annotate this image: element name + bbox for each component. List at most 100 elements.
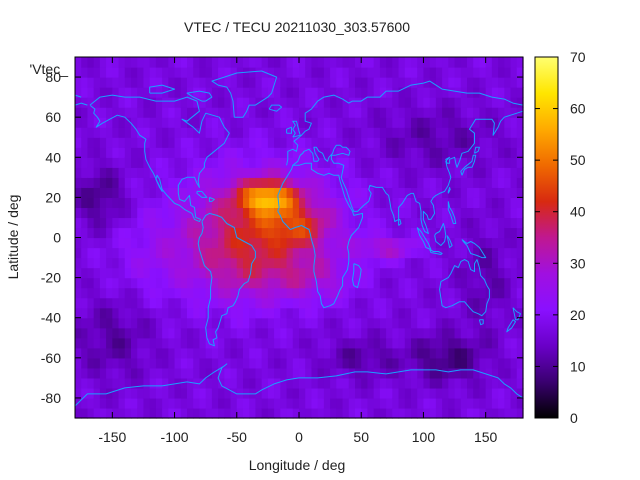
heatmap-cell (429, 267, 437, 279)
heatmap-cell (498, 147, 505, 158)
heatmap-cell (448, 347, 456, 359)
heatmap-cell (137, 167, 145, 178)
heatmap-cell (187, 177, 194, 188)
heatmap-cell (299, 167, 306, 178)
heatmap-cell (386, 97, 393, 108)
heatmap-cell (112, 127, 120, 138)
heatmap-cell (392, 117, 400, 128)
heatmap-cell (311, 167, 319, 178)
heatmap-cell (361, 87, 369, 98)
heatmap-cell (504, 407, 512, 419)
heatmap-cell (106, 147, 113, 158)
heatmap-cell (448, 337, 456, 349)
heatmap-cell (174, 257, 182, 269)
heatmap-cell (236, 267, 244, 279)
heatmap-cell (305, 87, 313, 98)
heatmap-cell (504, 97, 512, 108)
heatmap-cell (286, 67, 294, 78)
heatmap-cell (187, 307, 194, 319)
heatmap-cell (205, 137, 213, 148)
heatmap-cell (411, 167, 418, 178)
heatmap-cell (423, 237, 431, 249)
heatmap-cell (504, 367, 512, 379)
heatmap-cell (336, 137, 344, 148)
heatmap-cell (373, 357, 381, 369)
heatmap-cell (305, 267, 313, 279)
heatmap-cell (292, 207, 300, 219)
heatmap-cell (442, 287, 449, 299)
heatmap-cell (87, 157, 95, 168)
heatmap-cell (392, 337, 400, 349)
heatmap-cell (261, 287, 269, 299)
heatmap-cell (485, 147, 493, 158)
heatmap-cell (448, 197, 456, 209)
heatmap-cell (149, 137, 157, 148)
heatmap-cell (106, 287, 113, 299)
heatmap-cell (510, 77, 518, 88)
heatmap-cell (504, 167, 512, 178)
heatmap-cell (361, 67, 369, 78)
heatmap-cell (211, 327, 219, 339)
heatmap-cell (75, 217, 82, 229)
heatmap-cell (168, 177, 176, 188)
heatmap-cell (355, 187, 362, 198)
heatmap-cell (75, 147, 82, 158)
heatmap-cell (498, 317, 505, 329)
heatmap-cell (429, 97, 437, 108)
heatmap-cell (355, 247, 362, 259)
coastline (474, 146, 480, 154)
heatmap-cell (118, 247, 126, 259)
heatmap-cell (342, 77, 350, 88)
heatmap-cell (423, 357, 431, 369)
heatmap-cell (199, 307, 207, 319)
heatmap-cell (305, 317, 313, 329)
heatmap-cell (498, 287, 505, 299)
heatmap-cell (342, 367, 350, 379)
heatmap-cell (435, 107, 443, 118)
heatmap-cell (249, 377, 257, 389)
heatmap-cell (404, 127, 412, 138)
heatmap-cell (367, 337, 375, 349)
heatmap-cell (398, 277, 406, 289)
heatmap-cell (199, 387, 207, 399)
heatmap-cell (168, 67, 176, 78)
heatmap-cell (498, 117, 505, 128)
heatmap-cell (137, 377, 145, 389)
heatmap-cell (305, 97, 313, 108)
heatmap-cell (211, 297, 219, 309)
heatmap-cell (317, 197, 325, 209)
heatmap-cell (261, 407, 269, 419)
heatmap-cell (467, 77, 474, 88)
y-tick-label: -40 (41, 310, 61, 326)
heatmap-cell (155, 57, 163, 68)
heatmap-cell (274, 117, 281, 128)
heatmap-cell (174, 137, 182, 148)
heatmap-cell (485, 407, 493, 419)
heatmap-cell (504, 87, 512, 98)
heatmap-cell (149, 217, 157, 229)
heatmap-cell (99, 207, 107, 219)
heatmap-cell (429, 177, 437, 188)
heatmap-cell (311, 177, 319, 188)
heatmap-cell (162, 117, 169, 128)
heatmap-cell (286, 277, 294, 289)
heatmap-cell (473, 317, 481, 329)
y-tick-label: 20 (45, 189, 61, 205)
heatmap-cell (299, 187, 306, 198)
heatmap-cell (137, 67, 145, 78)
heatmap-cell (454, 227, 462, 239)
heatmap-cell (112, 207, 120, 219)
heatmap-cell (448, 357, 456, 369)
heatmap-cell (498, 277, 505, 289)
heatmap-cell (423, 307, 431, 319)
heatmap-cell (336, 147, 344, 158)
heatmap-cell (286, 367, 294, 379)
heatmap-cell (479, 147, 487, 158)
coastline (211, 70, 278, 118)
heatmap-cell (367, 177, 375, 188)
heatmap-cell (193, 247, 201, 259)
heatmap-cell (467, 57, 474, 68)
heatmap-cell (323, 397, 331, 409)
heatmap-cell (81, 87, 89, 98)
heatmap-cell (280, 377, 288, 389)
